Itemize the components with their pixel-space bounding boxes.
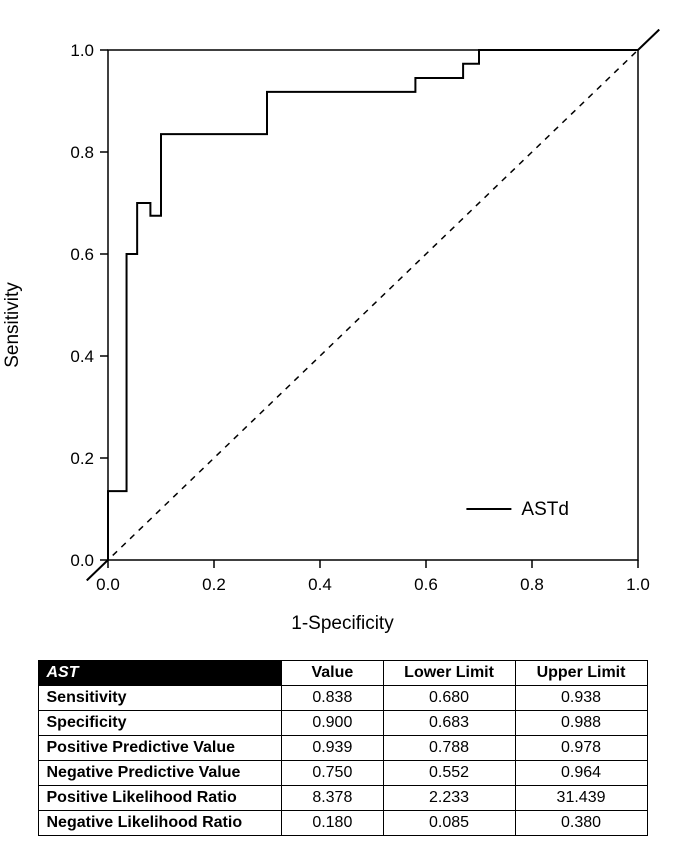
row-label: Negative Predictive Value [38,761,282,786]
table-title: AST [38,661,282,686]
svg-text:0.6: 0.6 [414,575,438,594]
cell-lower: 0.683 [383,711,515,736]
svg-text:0.4: 0.4 [308,575,332,594]
table-header-row: AST Value Lower Limit Upper Limit [38,661,647,686]
cell-value: 0.750 [282,761,384,786]
cell-upper: 31.439 [515,786,647,811]
roc-chart: 0.0 0.2 0.4 0.6 0.8 1.0 0.0 0.2 0.4 0.6 0.8 1.0 ASTd… [23,20,663,630]
svg-text:0.6: 0.6 [70,245,94,264]
svg-text:0.0: 0.0 [96,575,120,594]
svg-text:1.0: 1.0 [70,41,94,60]
table-row: Sensitivity0.8380.6800.938 [38,686,647,711]
row-label: Sensitivity [38,686,282,711]
cell-lower: 0.552 [383,761,515,786]
col-header-lower: Lower Limit [383,661,515,686]
svg-text:0.8: 0.8 [70,143,94,162]
stats-table: AST Value Lower Limit Upper Limit Sensit… [38,660,648,836]
svg-text:0.2: 0.2 [70,449,94,468]
table-row: Specificity0.9000.6830.988 [38,711,647,736]
cell-lower: 0.788 [383,736,515,761]
cell-value: 0.900 [282,711,384,736]
svg-text:0.8: 0.8 [520,575,544,594]
cell-value: 0.939 [282,736,384,761]
svg-text:0.4: 0.4 [70,347,94,366]
cell-lower: 0.085 [383,811,515,836]
table-row: Positive Predictive Value0.9390.7880.978 [38,736,647,761]
svg-text:1.0: 1.0 [626,575,650,594]
row-label: Positive Predictive Value [38,736,282,761]
row-label: Specificity [38,711,282,736]
cell-upper: 0.938 [515,686,647,711]
cell-value: 8.378 [282,786,384,811]
cell-lower: 0.680 [383,686,515,711]
svg-text:ASTd: ASTd [521,499,569,520]
roc-chart-svg: 0.0 0.2 0.4 0.6 0.8 1.0 0.0 0.2 0.4 0.6 0.8 1.0 ASTd [23,20,663,630]
col-header-value: Value [282,661,384,686]
svg-text:0.0: 0.0 [70,551,94,570]
cell-value: 0.838 [282,686,384,711]
page-root: 0.0 0.2 0.4 0.6 0.8 1.0 0.0 0.2 0.4 0.6 0.8 1.0 ASTd… [0,0,695,866]
table-row: Negative Predictive Value0.7500.5520.964 [38,761,647,786]
col-header-upper: Upper Limit [515,661,647,686]
cell-lower: 2.233 [383,786,515,811]
row-label: Positive Likelihood Ratio [38,786,282,811]
table-row: Positive Likelihood Ratio8.3782.23331.43… [38,786,647,811]
cell-upper: 0.978 [515,736,647,761]
table-row: Negative Likelihood Ratio0.1800.0850.380 [38,811,647,836]
cell-upper: 0.380 [515,811,647,836]
row-label: Negative Likelihood Ratio [38,811,282,836]
y-axis-label: Sensitivity [2,282,24,368]
cell-upper: 0.988 [515,711,647,736]
x-axis-label: 1-Specificity [291,613,393,635]
svg-text:0.2: 0.2 [202,575,226,594]
cell-value: 0.180 [282,811,384,836]
cell-upper: 0.964 [515,761,647,786]
